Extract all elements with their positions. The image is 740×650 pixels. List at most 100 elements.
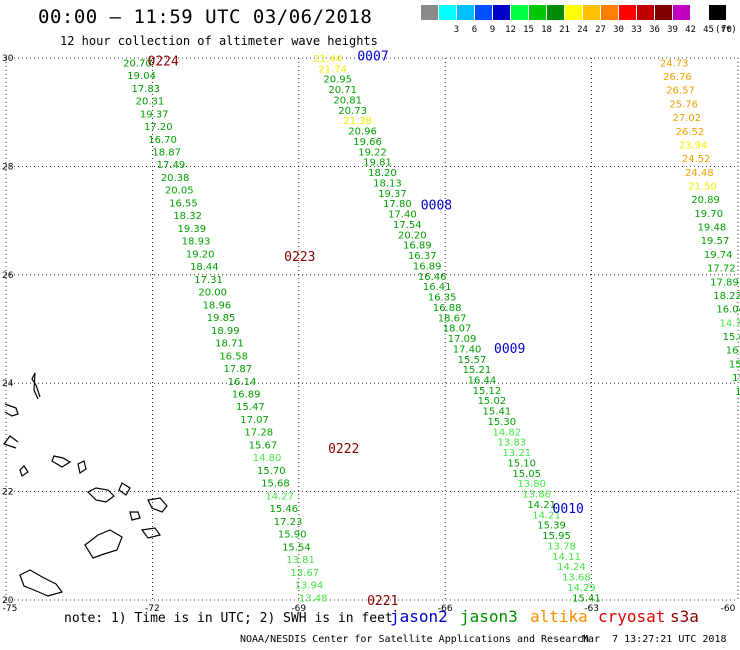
pass-label: 0223	[284, 250, 315, 265]
wave-height-value: 20.95	[323, 75, 352, 86]
wave-height-value: 14.21	[527, 500, 556, 511]
wave-height-value: 19.20	[186, 249, 215, 260]
wave-height-value: 18.07	[443, 324, 472, 335]
wave-height-value: 20.00	[198, 288, 227, 299]
coastline-long-island	[3, 435, 19, 449]
wave-height-value: 15.70	[257, 466, 286, 477]
coastline-crooked	[51, 455, 72, 468]
wave-height-value: 20.31	[136, 97, 165, 108]
wave-height-value: 20.20	[398, 230, 427, 241]
wave-height-value: 15.61	[723, 332, 740, 343]
wave-height-value: 17.80	[383, 199, 412, 210]
wave-height-value: 15.57	[458, 355, 487, 366]
wave-height-value: 17.83	[131, 84, 160, 95]
wave-height-value: 20.73	[338, 106, 367, 117]
legend-swatch	[637, 5, 654, 20]
wave-height-value: 14.21	[532, 510, 561, 521]
wave-height-value: 20.96	[348, 127, 377, 138]
wave-height-value: 15.34	[729, 359, 740, 370]
wave-height-value: 15.30	[488, 417, 517, 428]
mission-label: jason3	[460, 607, 518, 626]
track-values: 20.7019.0417.8320.3119.3717.2016.7018.87…	[123, 54, 740, 604]
wave-height-value: 24.48	[685, 168, 714, 179]
wave-height-value: 19.81	[363, 158, 392, 169]
legend-label: 3	[453, 25, 460, 35]
wave-height-value: 19.48	[698, 223, 727, 234]
coastline	[3, 372, 168, 597]
x-axis-label: -60	[721, 604, 736, 614]
wave-height-value: 17.40	[453, 344, 482, 355]
wave-height-value: 16.35	[428, 293, 457, 304]
wave-height-value: 18.96	[203, 300, 232, 311]
legend-swatch	[439, 5, 456, 20]
wave-height-value: 13.21	[502, 448, 531, 459]
wave-height-value: 16.70	[148, 135, 177, 146]
legend-label: 33	[631, 25, 642, 35]
pass-labels: 022402230222022100070008000900100011	[148, 49, 584, 609]
timestamp: Mar 7 13:27:21 UTC 2018	[582, 634, 727, 645]
wave-height-value: 18.93	[182, 237, 211, 248]
wave-height-value: 13.83	[497, 438, 526, 449]
pass-label: 0221	[367, 594, 398, 609]
wave-height-value: 13.80	[517, 479, 546, 490]
wave-height-value: 16.15	[726, 346, 740, 357]
wave-height-value: 20.05	[165, 186, 194, 197]
legend-swatch	[421, 5, 438, 20]
legend-unit: (ft)	[715, 25, 737, 35]
wave-height-value: 13.78	[547, 541, 576, 552]
legend-label: 6	[471, 25, 478, 35]
map-title: 00:00 – 11:59 UTC 03/06/2018	[38, 6, 373, 28]
y-axis-label: 20	[2, 596, 14, 606]
x-axis-label: -75	[3, 604, 18, 614]
wave-height-value: 15.05	[512, 469, 541, 480]
wave-height-value: 20.81	[333, 95, 362, 106]
legend-label: 42	[685, 25, 696, 35]
wave-height-value: 13.86	[522, 490, 551, 501]
credit-line: NOAA/NESDIS Center for Satellite Applica…	[240, 634, 590, 645]
pass-label: 0009	[494, 342, 525, 357]
legend-swatch	[583, 5, 600, 20]
wave-height-value: 24.52	[682, 154, 711, 165]
legend-label: 30	[613, 25, 624, 35]
wave-height-value: 16.14	[228, 377, 257, 388]
mission-label: cryosat	[598, 607, 666, 626]
legend-swatch	[601, 5, 618, 20]
wave-height-value: 21.38	[343, 116, 372, 127]
wave-height-value: 14.71	[720, 318, 740, 329]
wave-height-value: 17.09	[448, 334, 477, 345]
legend-label: 21	[559, 25, 570, 35]
y-axis-label: 22	[2, 488, 13, 498]
wave-height-value: 13.81	[286, 555, 315, 566]
legend-swatch	[493, 5, 510, 20]
wave-height-value: 18.32	[173, 211, 202, 222]
legend-swatch	[511, 5, 528, 20]
wave-height-value: 20.89	[691, 195, 720, 206]
wave-height-value: 17.23	[274, 517, 303, 528]
coastline-ragged	[19, 465, 29, 477]
legend-swatch	[619, 5, 636, 20]
wave-height-value: 15.46	[270, 504, 299, 515]
wave-height-value: 17.72	[707, 264, 736, 275]
wave-height-value: 15.10	[507, 458, 536, 469]
wave-height-value: 19.74	[704, 250, 733, 261]
wave-height-value: 16.46	[418, 272, 447, 283]
wave-height-value: 17.87	[224, 364, 253, 375]
axis-labels: -75 -72 -69 -66 -63 -60 30 28 26 24 22 20	[2, 54, 736, 614]
wave-height-value: 16.37	[408, 251, 437, 262]
wave-height-value: 19.04	[127, 71, 156, 82]
wave-height-value: 15.95	[542, 531, 571, 542]
wave-height-value: 15.39	[537, 521, 566, 532]
wave-height-value: 24.73	[660, 58, 689, 69]
coastline-cuba-north	[86, 487, 115, 503]
legend-swatch	[691, 5, 708, 20]
wave-height-value: 16.04	[716, 305, 740, 316]
wave-height-value: 18.44	[190, 262, 219, 273]
wave-height-value: 15.41	[483, 407, 512, 418]
legend-swatch	[475, 5, 492, 20]
coastline-caicos	[147, 497, 168, 513]
wave-height-value: 16.89	[232, 389, 261, 400]
wave-height-value: 17.31	[194, 275, 223, 286]
wave-height-value: 16.55	[169, 198, 198, 209]
coastline-turks	[118, 482, 131, 496]
wave-height-value: 15.43	[732, 373, 740, 384]
